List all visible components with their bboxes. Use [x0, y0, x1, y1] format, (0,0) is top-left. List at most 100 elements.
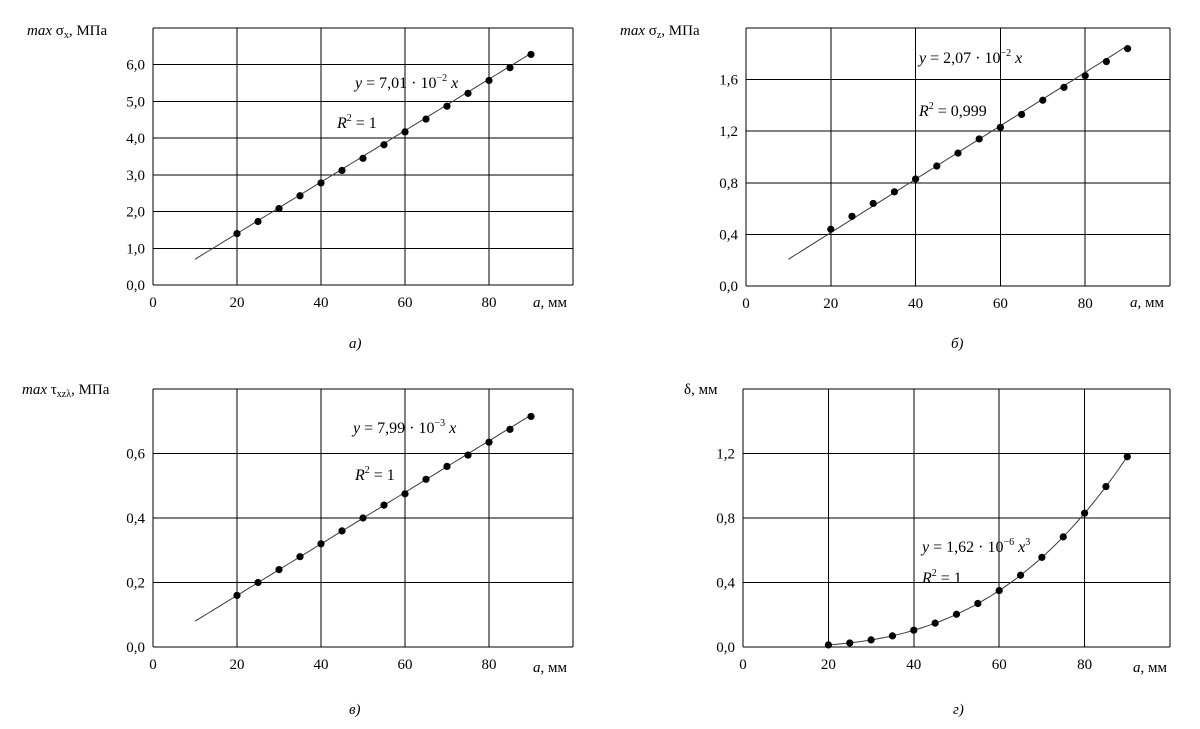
r-squared-b: R2 = 0,999	[918, 101, 987, 120]
data-point-a-12	[485, 76, 493, 85]
data-point-b-13	[1102, 57, 1110, 66]
data-point-d-5	[931, 619, 939, 627]
x-tick-label-c-0: 0	[149, 657, 157, 673]
data-point-c-14	[527, 412, 535, 421]
data-point-a-1	[254, 217, 262, 226]
data-point-d-11	[1059, 533, 1067, 541]
y-tick-label-b-0: 0,0	[719, 279, 738, 295]
xlabel-c: а, мм	[533, 660, 567, 676]
y-tick-label-d-0: 0,0	[716, 640, 735, 656]
data-point-a-5	[338, 166, 346, 175]
r-squared-a: R2 = 1	[336, 113, 377, 132]
data-point-b-1	[848, 212, 856, 220]
data-point-c-11	[464, 451, 472, 459]
x-tick-label-b-4: 80	[1078, 296, 1093, 312]
xlabel-d: а, мм	[1133, 660, 1167, 676]
y-tick-label-a-4: 4,0	[126, 131, 145, 147]
data-point-a-6	[359, 154, 367, 162]
chart-panel-a: 0 20 40 60 80 0,0 1,0 2,0 3,0 4,0 5,0 6,0	[126, 27, 574, 311]
data-point-a-3	[296, 192, 304, 200]
r-squared-d: R2 = 1	[921, 568, 962, 587]
data-point-a-11	[464, 89, 472, 97]
x-tick-label-c-2: 40	[314, 657, 329, 673]
x-tick-label-b-3: 60	[993, 296, 1008, 312]
x-tick-label-b-0: 0	[742, 296, 750, 312]
data-point-c-13	[506, 425, 514, 433]
data-point-b-4	[912, 175, 920, 183]
y-tick-label-a-6: 6,0	[126, 58, 145, 74]
data-point-d-6	[952, 610, 961, 618]
equation-a: y = 7,01 · 10−2 x	[353, 73, 458, 92]
y-tick-label-b-1: 0,4	[719, 227, 738, 243]
data-point-c-2	[275, 566, 283, 574]
y-tick-label-a-2: 2,0	[126, 205, 145, 221]
ylabel-d: δ, мм	[684, 382, 718, 398]
caption-c: в)	[349, 702, 361, 718]
x-tick-label-d-4: 80	[1077, 657, 1092, 673]
data-point-b-7	[975, 135, 983, 143]
data-point-d-12	[1081, 509, 1089, 517]
data-point-b-14	[1124, 45, 1132, 53]
data-point-a-4	[317, 179, 325, 187]
y-tick-label-a-1: 1,0	[126, 241, 145, 257]
data-point-b-0	[827, 225, 835, 233]
data-point-a-0	[233, 230, 241, 238]
ylabel-b: max σz, МПа	[620, 23, 700, 41]
data-point-d-14	[1123, 453, 1131, 461]
x-tick-label-c-3: 60	[398, 657, 413, 673]
y-tick-label-a-0: 0,0	[126, 278, 145, 294]
chart-panel-c: 0 20 40 60 80 0,0 0,2 0,4 0,6	[126, 388, 574, 673]
caption-b: б)	[951, 336, 964, 352]
chart-panel-d: 0 20 40 60 80 0,0 0,4 0,8 1,2	[716, 388, 1171, 673]
x-tick-label-d-2: 40	[906, 657, 921, 673]
x-tick-label-a-4: 80	[482, 295, 497, 311]
x-tick-label-d-3: 60	[992, 657, 1007, 673]
y-tick-label-d-2: 0,8	[716, 511, 735, 527]
data-point-c-10	[443, 462, 451, 470]
data-point-a-7	[380, 141, 388, 149]
data-point-c-12	[485, 438, 493, 446]
x-tick-label-c-4: 80	[482, 657, 497, 673]
ylabel-a: max σx, МПа	[27, 23, 108, 41]
data-point-a-8	[401, 128, 409, 136]
data-point-b-2	[869, 199, 877, 208]
x-tick-label-a-1: 20	[230, 295, 245, 311]
data-point-a-2	[275, 205, 283, 213]
data-point-b-3	[890, 188, 899, 196]
x-tick-label-a-0: 0	[149, 295, 157, 311]
x-tick-label-b-2: 40	[908, 296, 923, 312]
y-tick-label-c-0: 0,0	[126, 640, 145, 656]
data-point-c-3	[296, 553, 304, 561]
data-point-a-14	[527, 50, 535, 59]
y-tick-label-c-1: 0,2	[126, 576, 145, 592]
x-tick-label-a-3: 60	[398, 295, 413, 311]
y-tick-label-b-3: 1,2	[719, 124, 738, 140]
x-tick-label-a-2: 40	[314, 295, 329, 311]
data-point-c-5	[338, 527, 346, 535]
data-point-c-7	[380, 501, 388, 509]
y-tick-label-b-2: 0,8	[719, 176, 738, 192]
data-point-a-10	[443, 102, 451, 110]
data-point-d-1	[846, 639, 854, 647]
caption-a: а)	[349, 336, 362, 352]
data-point-d-9	[1016, 571, 1025, 579]
x-tick-label-c-1: 20	[230, 657, 245, 673]
x-tick-label-d-1: 20	[821, 657, 836, 673]
data-point-c-8	[401, 490, 409, 498]
data-point-d-0	[824, 641, 833, 649]
caption-d: г)	[953, 702, 964, 718]
data-point-b-10	[1039, 96, 1047, 104]
data-point-d-7	[974, 599, 982, 608]
data-point-c-9	[422, 475, 430, 483]
data-point-b-12	[1081, 72, 1089, 80]
data-point-c-4	[317, 540, 325, 548]
data-point-b-5	[933, 162, 941, 170]
data-point-b-9	[1018, 110, 1026, 119]
xlabel-a: а, мм	[533, 295, 567, 311]
equation-b: y = 2,07 · 10−2 x	[917, 48, 1022, 67]
y-tick-label-a-5: 5,0	[126, 94, 145, 110]
xlabel-b: а, мм	[1130, 295, 1164, 311]
ylabel-c: max τxzλ, МПа	[22, 382, 110, 400]
equation-c: y = 7,99 · 10−3 x	[351, 418, 456, 437]
